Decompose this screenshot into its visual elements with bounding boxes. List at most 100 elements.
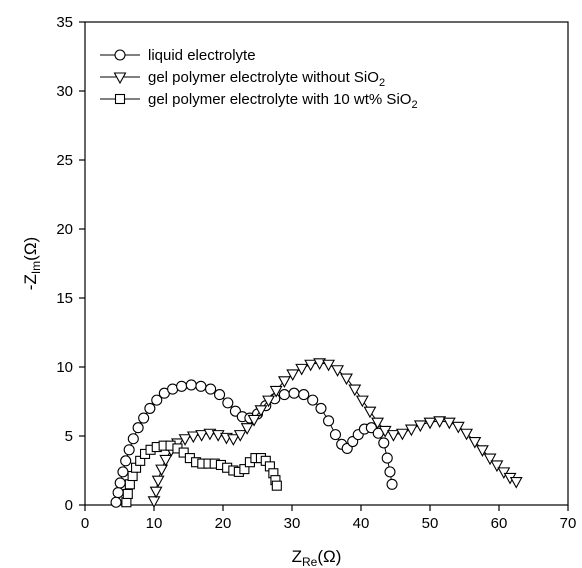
y-axis-label: -ZIm(Ω) [21, 237, 43, 290]
data-point [195, 430, 209, 442]
data-point [138, 412, 150, 424]
data-point [386, 430, 400, 442]
legend-label: gel polymer electrolyte without SiO2 [148, 69, 385, 89]
x-axis-label: ZRe(Ω) [292, 547, 342, 568]
data-point [395, 428, 409, 441]
data-point [476, 445, 489, 457]
data-point [186, 431, 200, 444]
data-point [269, 385, 283, 398]
data-point [348, 384, 362, 397]
data-point [384, 466, 396, 478]
y-tick-label: 30 [56, 83, 73, 100]
data-point [112, 487, 124, 499]
axes: 0 10 20 30 40 50 60 70 0 5 10 15 20 25 30 35 ZRe(Ω) -ZIm(… [21, 14, 576, 568]
x-tick-label: 70 [560, 515, 577, 532]
data-point [433, 416, 447, 428]
data-point [127, 470, 138, 482]
legend-marker [114, 93, 126, 105]
data-point [468, 436, 482, 449]
data-point [460, 428, 474, 441]
data-point [423, 417, 437, 430]
data-point [363, 406, 377, 419]
data-point [233, 430, 247, 442]
data-point [404, 424, 418, 437]
legend-entry-1: liquid electrolyte [100, 47, 256, 64]
data-point [483, 453, 497, 466]
data-point [117, 466, 129, 478]
data-point [214, 389, 226, 401]
data-point [110, 496, 122, 508]
y-tick-label: 35 [56, 14, 73, 31]
data-point [122, 488, 133, 500]
data-point [271, 480, 282, 491]
data-point [278, 389, 290, 401]
data-point [144, 402, 156, 414]
plot-frame [84, 21, 569, 506]
data-point [185, 379, 197, 391]
data-point [123, 444, 135, 456]
data-point [371, 417, 384, 430]
data-point [205, 383, 217, 395]
data-point [149, 486, 163, 499]
data-point [323, 415, 335, 427]
data-point [313, 358, 327, 371]
data-point [121, 497, 132, 508]
data-point [413, 420, 427, 433]
data-point [286, 369, 300, 382]
data-point [451, 421, 465, 434]
legend-marker [113, 72, 127, 85]
y-tick-label: 25 [56, 152, 73, 169]
legend-marker [114, 49, 126, 61]
y-tick-label: 15 [56, 290, 73, 307]
x-tick-label: 20 [215, 515, 232, 532]
data-point [254, 405, 268, 417]
series-3 [121, 440, 282, 508]
x-tick-label: 60 [491, 515, 508, 532]
data-point [329, 429, 342, 441]
data-point [340, 373, 353, 386]
data-point [298, 389, 310, 401]
data-point [155, 464, 169, 477]
y-tick-label: 20 [56, 221, 73, 238]
data-point [247, 414, 261, 427]
data-point [295, 363, 309, 376]
data-point [114, 477, 126, 489]
data-point [386, 478, 398, 490]
y-tick-label: 5 [65, 428, 73, 445]
data-point [147, 496, 161, 509]
data-point [307, 394, 319, 406]
legend-label: gel polymer electrolyte with 10 wt% SiO2 [148, 91, 418, 111]
data-point [239, 464, 250, 475]
data-point [381, 452, 393, 464]
data-point [176, 380, 188, 392]
legend-entry-3: gel polymer electrolyte with 10 wt% SiO2 [100, 91, 418, 111]
legend: liquid electrolyte gel polymer electrolyt… [100, 47, 418, 111]
data-point [442, 417, 456, 430]
y-tick-label: 0 [65, 497, 73, 514]
data-point [195, 380, 207, 392]
x-tick-label: 50 [422, 515, 439, 532]
data-point [277, 376, 291, 388]
data-point [151, 475, 165, 488]
data-point [151, 394, 163, 406]
data-point [262, 395, 275, 408]
data-point [315, 402, 327, 414]
x-tick-label: 10 [146, 515, 163, 532]
data-point [178, 434, 192, 446]
series-layer [110, 358, 523, 509]
data-point [124, 479, 135, 490]
data-point [288, 387, 300, 399]
data-point [378, 437, 390, 449]
legend-entry-2: gel polymer electrolyte without SiO2 [100, 69, 385, 89]
data-point [331, 365, 344, 377]
legend-label: liquid electrolyte [148, 47, 256, 64]
data-point [490, 460, 504, 473]
data-point [159, 454, 173, 467]
data-point [222, 397, 234, 409]
data-point [127, 433, 139, 445]
series-2 [147, 358, 523, 509]
data-point [304, 359, 318, 372]
data-point [355, 395, 369, 408]
x-tick-label: 40 [353, 515, 370, 532]
